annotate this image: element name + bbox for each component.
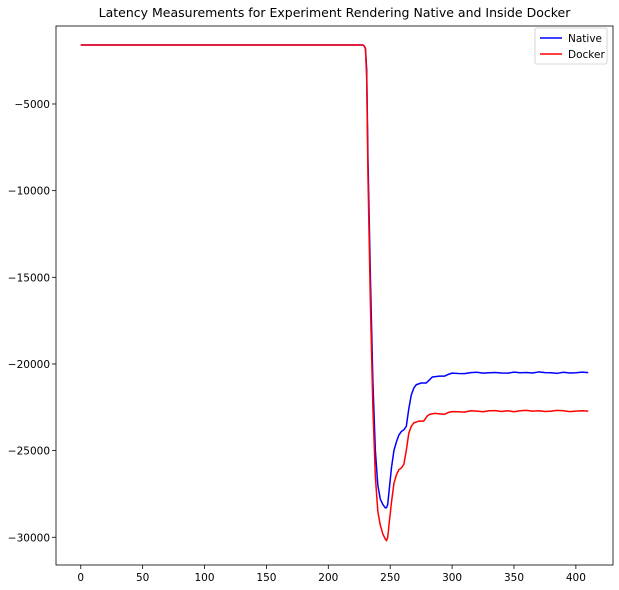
x-tick-label: 200: [318, 572, 338, 584]
x-tick-label: 300: [442, 572, 462, 584]
x-tick-label: 350: [504, 572, 524, 584]
x-axis-ticks: 0 50 100 150 200 250 300 350 400: [77, 565, 586, 584]
series-line-native: [80, 44, 589, 509]
y-tick-label: −20000: [8, 359, 50, 371]
x-tick-label: 0: [77, 572, 84, 584]
y-tick-label: −5000: [14, 99, 50, 111]
y-tick-label: −15000: [8, 272, 50, 284]
series-line-docker: [80, 44, 589, 542]
y-tick-label: −25000: [8, 446, 50, 458]
legend-label-docker: Docker: [568, 49, 605, 61]
x-tick-label: 100: [195, 572, 215, 584]
x-tick-label: 250: [380, 572, 400, 584]
y-tick-label: −10000: [8, 186, 50, 198]
x-tick-label: 150: [256, 572, 276, 584]
y-tick-label: −30000: [8, 532, 50, 544]
series-layer: [80, 44, 589, 542]
legend: Native Docker: [534, 27, 608, 65]
chart-title: Latency Measurements for Experiment Rend…: [99, 5, 572, 20]
x-tick-label: 400: [566, 572, 586, 584]
x-tick-label: 50: [136, 572, 149, 584]
plot-frame: [55, 25, 614, 566]
legend-label-native: Native: [568, 33, 602, 45]
legend-box: [534, 27, 608, 65]
y-axis-ticks: −5000 −10000 −15000 −20000 −25000 −30000: [8, 99, 56, 544]
